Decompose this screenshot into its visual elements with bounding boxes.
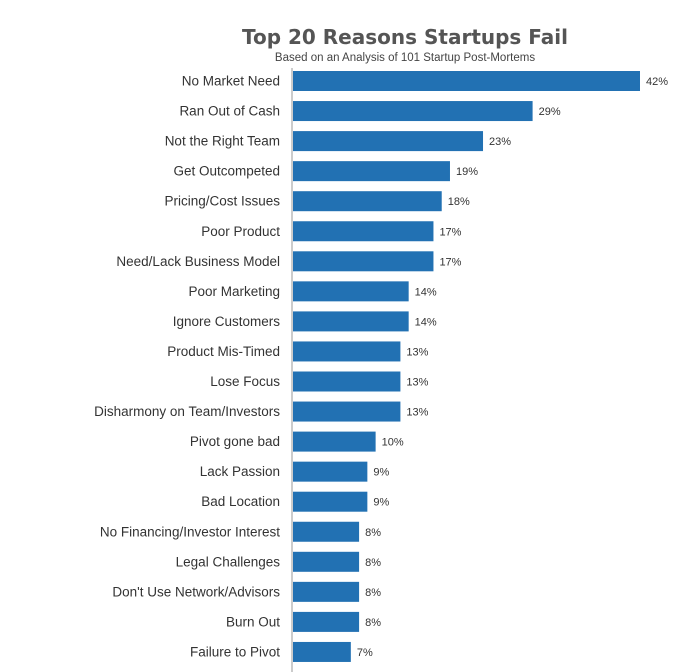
chart-title: Top 20 Reasons Startups Fail — [241, 25, 568, 49]
category-label: Bad Location — [201, 494, 280, 509]
value-label: 14% — [415, 316, 437, 328]
value-label: 42% — [646, 76, 668, 88]
value-label: 10% — [382, 437, 404, 449]
bar — [293, 71, 640, 91]
bar — [293, 641, 351, 662]
category-label: Ignore Customers — [173, 314, 281, 329]
category-label: Need/Lack Business Model — [116, 254, 280, 269]
bar — [293, 581, 360, 602]
value-label: 8% — [365, 617, 381, 629]
category-label: Lose Focus — [210, 374, 280, 389]
value-label: 14% — [415, 286, 437, 298]
value-label: 9% — [373, 467, 389, 479]
category-label: Not the Right Team — [165, 134, 280, 149]
category-label: No Market Need — [182, 74, 280, 89]
category-label: Get Outcompeted — [173, 164, 280, 179]
bar — [293, 161, 450, 182]
bar — [293, 491, 368, 512]
value-label: 17% — [439, 256, 461, 268]
bar — [293, 251, 434, 272]
bar — [293, 431, 376, 452]
bar — [293, 401, 401, 422]
category-label: Poor Product — [201, 224, 280, 239]
bar — [293, 371, 401, 392]
bar — [293, 551, 360, 572]
bar — [293, 221, 434, 242]
value-label: 17% — [439, 226, 461, 238]
value-label: 13% — [406, 407, 428, 419]
category-label: No Financing/Investor Interest — [100, 524, 280, 539]
bar — [293, 311, 409, 332]
value-label: 9% — [373, 497, 389, 509]
value-label: 8% — [365, 557, 381, 569]
category-label: Failure to Pivot — [190, 644, 280, 659]
category-label: Legal Challenges — [176, 554, 281, 569]
category-label: Don't Use Network/Advisors — [112, 584, 280, 599]
value-label: 23% — [489, 136, 511, 148]
chart-subtitle: Based on an Analysis of 101 Startup Post… — [274, 52, 536, 64]
bar — [293, 281, 409, 302]
bar — [293, 461, 368, 482]
category-label: Poor Marketing — [188, 284, 280, 299]
category-label: Pricing/Cost Issues — [164, 194, 280, 209]
value-label: 7% — [357, 647, 373, 659]
category-label: Disharmony on Team/Investors — [94, 404, 280, 419]
value-label: 13% — [406, 377, 428, 389]
value-label: 29% — [539, 106, 561, 118]
value-label: 19% — [456, 166, 478, 178]
value-label: 13% — [406, 346, 428, 358]
category-label: Pivot gone bad — [190, 434, 280, 449]
category-label: Product Mis-Timed — [167, 344, 280, 359]
category-label: Ran Out of Cash — [179, 104, 280, 119]
category-label: Burn Out — [226, 614, 280, 629]
bar — [293, 521, 360, 542]
bar — [293, 341, 401, 362]
bar — [293, 191, 442, 212]
value-label: 8% — [365, 587, 381, 599]
bar — [293, 101, 533, 122]
bar — [293, 131, 484, 152]
value-label: 18% — [448, 196, 470, 208]
category-label: Lack Passion — [200, 464, 280, 479]
bars-layer: No Market Need 42% Ran Out of Cash 29% Not t… — [94, 71, 668, 662]
value-label: 8% — [365, 527, 381, 539]
bar — [293, 611, 360, 632]
